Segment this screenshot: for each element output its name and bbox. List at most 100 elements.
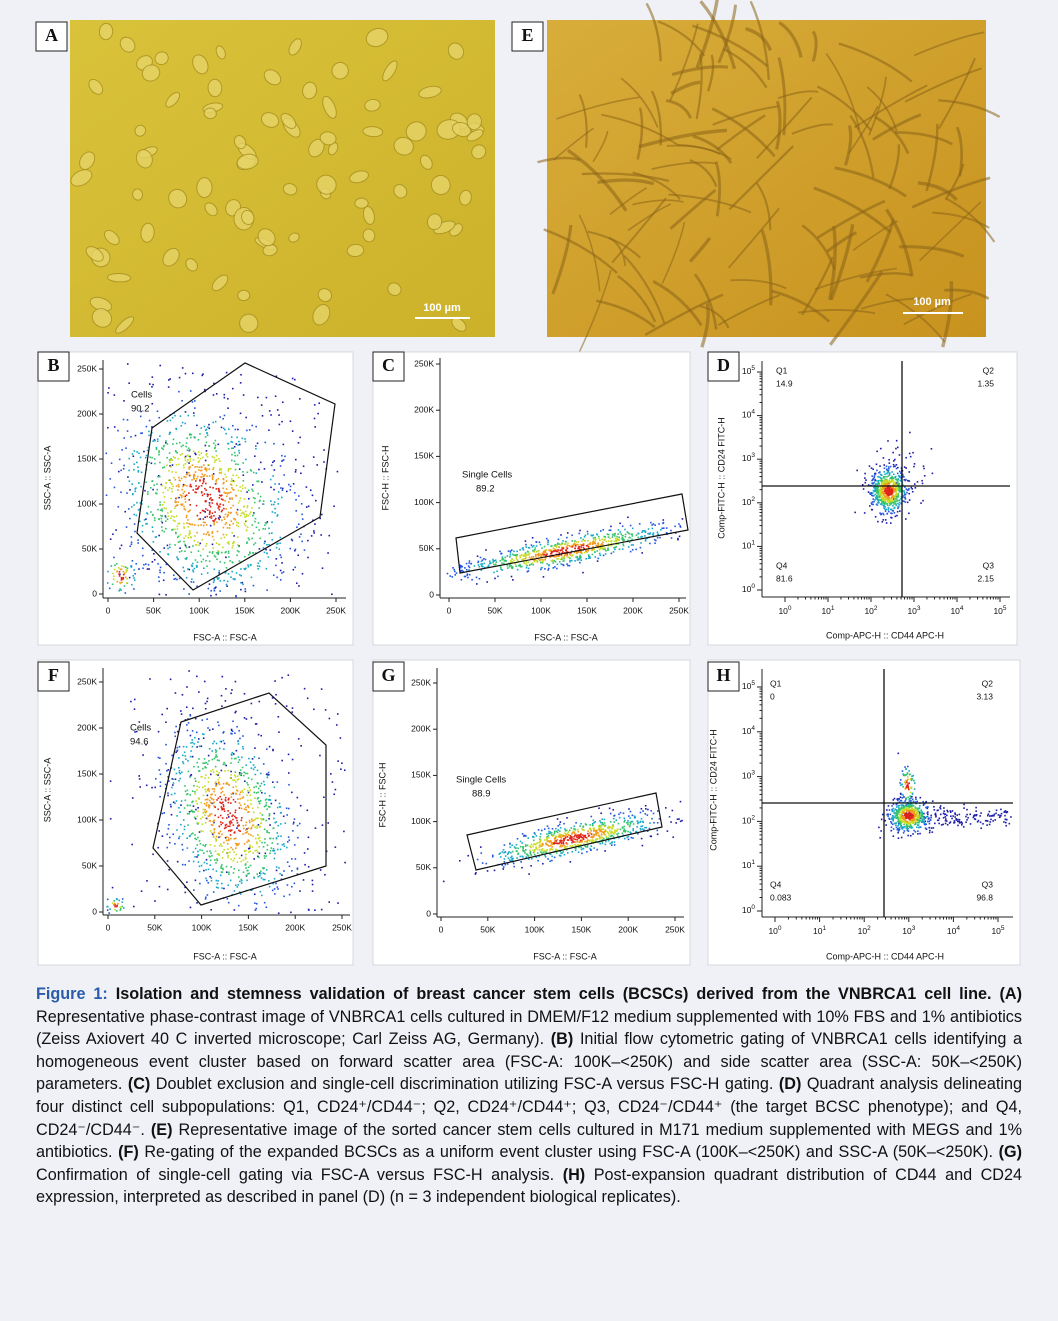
event-dot: [207, 572, 209, 574]
event-dot: [170, 482, 172, 484]
event-dot: [672, 810, 674, 812]
event-dot: [182, 445, 184, 447]
event-dot: [188, 569, 190, 571]
event-dot: [562, 851, 564, 853]
event-dot: [592, 549, 594, 551]
event-dot: [513, 866, 515, 868]
event-dot: [163, 547, 165, 549]
event-dot: [187, 790, 189, 792]
event-dot: [243, 506, 245, 508]
event-dot: [193, 412, 195, 414]
event-dot: [561, 544, 563, 546]
event-dot: [549, 848, 551, 850]
event-dot: [590, 845, 592, 847]
event-dot: [209, 502, 211, 504]
event-dot: [210, 595, 212, 597]
event-dot: [577, 544, 579, 546]
event-dot: [882, 519, 884, 521]
event-dot: [654, 539, 656, 541]
event-dot: [516, 554, 518, 556]
event-dot: [253, 877, 255, 879]
event-dot: [229, 524, 231, 526]
event-dot: [521, 555, 523, 557]
event-dot: [656, 830, 658, 832]
event-dot: [204, 426, 206, 428]
event-dot: [165, 784, 167, 786]
event-dot: [528, 873, 530, 875]
event-dot: [234, 831, 236, 833]
event-dot: [242, 471, 244, 473]
event-dot: [862, 484, 864, 486]
event-dot: [123, 468, 125, 470]
event-dot: [298, 495, 300, 497]
event-dot: [677, 538, 679, 540]
event-dot: [227, 443, 229, 445]
event-dot: [314, 404, 316, 406]
event-dot: [641, 552, 643, 554]
event-dot: [212, 456, 214, 458]
event-dot: [540, 845, 542, 847]
event-dot: [272, 838, 274, 840]
event-dot: [905, 467, 907, 469]
event-dot: [179, 578, 181, 580]
event-dot: [182, 694, 184, 696]
event-dot: [242, 748, 244, 750]
event-dot: [206, 811, 208, 813]
event-dot: [202, 549, 204, 551]
event-dot: [557, 543, 559, 545]
event-dot: [158, 757, 160, 759]
event-dot: [200, 818, 202, 820]
event-dot: [205, 545, 207, 547]
event-dot: [234, 455, 236, 457]
event-dot: [504, 858, 506, 860]
event-dot: [864, 477, 866, 479]
event-dot: [529, 547, 531, 549]
event-dot: [269, 746, 271, 748]
event-dot: [210, 830, 212, 832]
event-dot: [179, 746, 181, 748]
event-dot: [557, 558, 559, 560]
event-dot: [257, 770, 259, 772]
event-dot: [876, 464, 878, 466]
event-dot: [598, 834, 600, 836]
event-dot: [906, 492, 908, 494]
event-dot: [622, 535, 624, 537]
event-dot: [534, 547, 536, 549]
event-dot: [244, 808, 246, 810]
event-dot: [221, 695, 223, 697]
event-dot: [882, 491, 884, 493]
event-dot: [242, 584, 244, 586]
event-dot: [191, 739, 193, 741]
event-dot: [197, 837, 199, 839]
event-dot: [286, 807, 288, 809]
event-dot: [259, 548, 261, 550]
event-dot: [593, 822, 595, 824]
event-dot: [285, 822, 287, 824]
event-dot: [135, 487, 137, 489]
event-dot: [204, 845, 206, 847]
event-dot: [246, 514, 248, 516]
event-dot: [896, 515, 898, 517]
event-dot: [161, 510, 163, 512]
event-dot: [277, 888, 279, 890]
event-dot: [161, 515, 163, 517]
event-dot: [232, 475, 234, 477]
event-dot: [165, 440, 167, 442]
event-dot: [245, 487, 247, 489]
event-dot: [186, 706, 188, 708]
event-dot: [212, 788, 214, 790]
event-dot: [553, 567, 555, 569]
event-dot: [631, 535, 633, 537]
event-dot: [249, 429, 251, 431]
event-dot: [227, 898, 229, 900]
event-dot: [233, 578, 235, 580]
event-dot: [224, 810, 226, 812]
event-dot: [150, 487, 152, 489]
event-dot: [521, 856, 523, 858]
event-dot: [183, 506, 185, 508]
event-dot: [244, 556, 246, 558]
event-dot: [632, 830, 634, 832]
event-dot: [273, 848, 275, 850]
event-dot: [615, 819, 617, 821]
event-dot: [231, 796, 233, 798]
